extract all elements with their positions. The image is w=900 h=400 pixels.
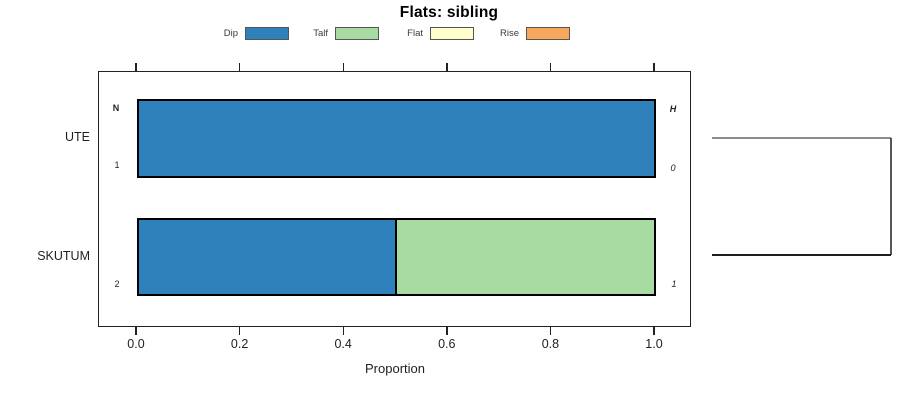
- annotation-right-header: H: [669, 104, 677, 114]
- x-axis-top-tick: [446, 63, 448, 71]
- x-axis-tick-label: 1.0: [645, 337, 663, 351]
- legend-label-dip: Dip: [223, 27, 238, 39]
- x-axis-tick-label: 0.0: [127, 337, 145, 351]
- x-axis-tick: [653, 327, 655, 335]
- legend-swatch-dip: [245, 26, 289, 40]
- annotation-left-header: N: [112, 103, 120, 113]
- bar-segment-dip: [139, 101, 654, 176]
- x-axis-top-tick: [549, 63, 552, 71]
- legend-item-flat: Flat: [385, 25, 474, 41]
- x-axis-tick-label: 0.2: [230, 337, 249, 351]
- chart-title: Flats: sibling: [399, 4, 499, 21]
- legend-swatch-talf: [335, 26, 379, 40]
- bar-ute: [137, 99, 656, 178]
- x-axis-top-tick: [238, 63, 241, 71]
- bar-segment-dip: [139, 220, 397, 294]
- bar-skutum: [137, 218, 656, 296]
- x-axis-tick: [549, 327, 552, 335]
- x-axis-tick: [238, 327, 241, 335]
- annotation-right-value: 1: [671, 279, 677, 289]
- y-axis-label-skutum: SKUTUM: [37, 249, 90, 263]
- x-axis-tick: [342, 327, 344, 335]
- legend-label-rise: Rise: [499, 27, 519, 39]
- plot-area: N 1 H 0 2 1: [98, 71, 691, 327]
- annotation-left-count: 1: [114, 160, 120, 170]
- legend-item-talf: Talf: [290, 25, 379, 41]
- legend-swatch-flat: [430, 26, 474, 40]
- annotation-left-count: 2: [114, 279, 120, 289]
- x-axis-tick-label: 0.8: [541, 337, 560, 351]
- legend-item-dip: Dip: [200, 25, 289, 41]
- x-axis-tick-label: 0.4: [334, 337, 352, 351]
- x-axis-tick: [446, 327, 448, 335]
- x-axis-title: Proportion: [365, 361, 425, 376]
- x-axis-top-tick: [653, 63, 655, 71]
- legend-label-talf: Talf: [313, 27, 328, 39]
- x-axis-top-tick: [135, 63, 137, 71]
- x-axis-tick: [135, 327, 137, 335]
- bar-segment-talf: [396, 220, 654, 294]
- x-axis-tick-label: 0.6: [438, 337, 456, 351]
- legend-swatch-rise: [526, 26, 570, 40]
- annotation-right-value: 0: [670, 163, 676, 173]
- legend-label-flat: Flat: [407, 27, 423, 39]
- y-axis-label-ute: UTE: [65, 130, 90, 144]
- legend-item-rise: Rise: [481, 25, 570, 41]
- x-axis-top-tick: [342, 63, 344, 71]
- dendrogram-bracket: [712, 137, 892, 256]
